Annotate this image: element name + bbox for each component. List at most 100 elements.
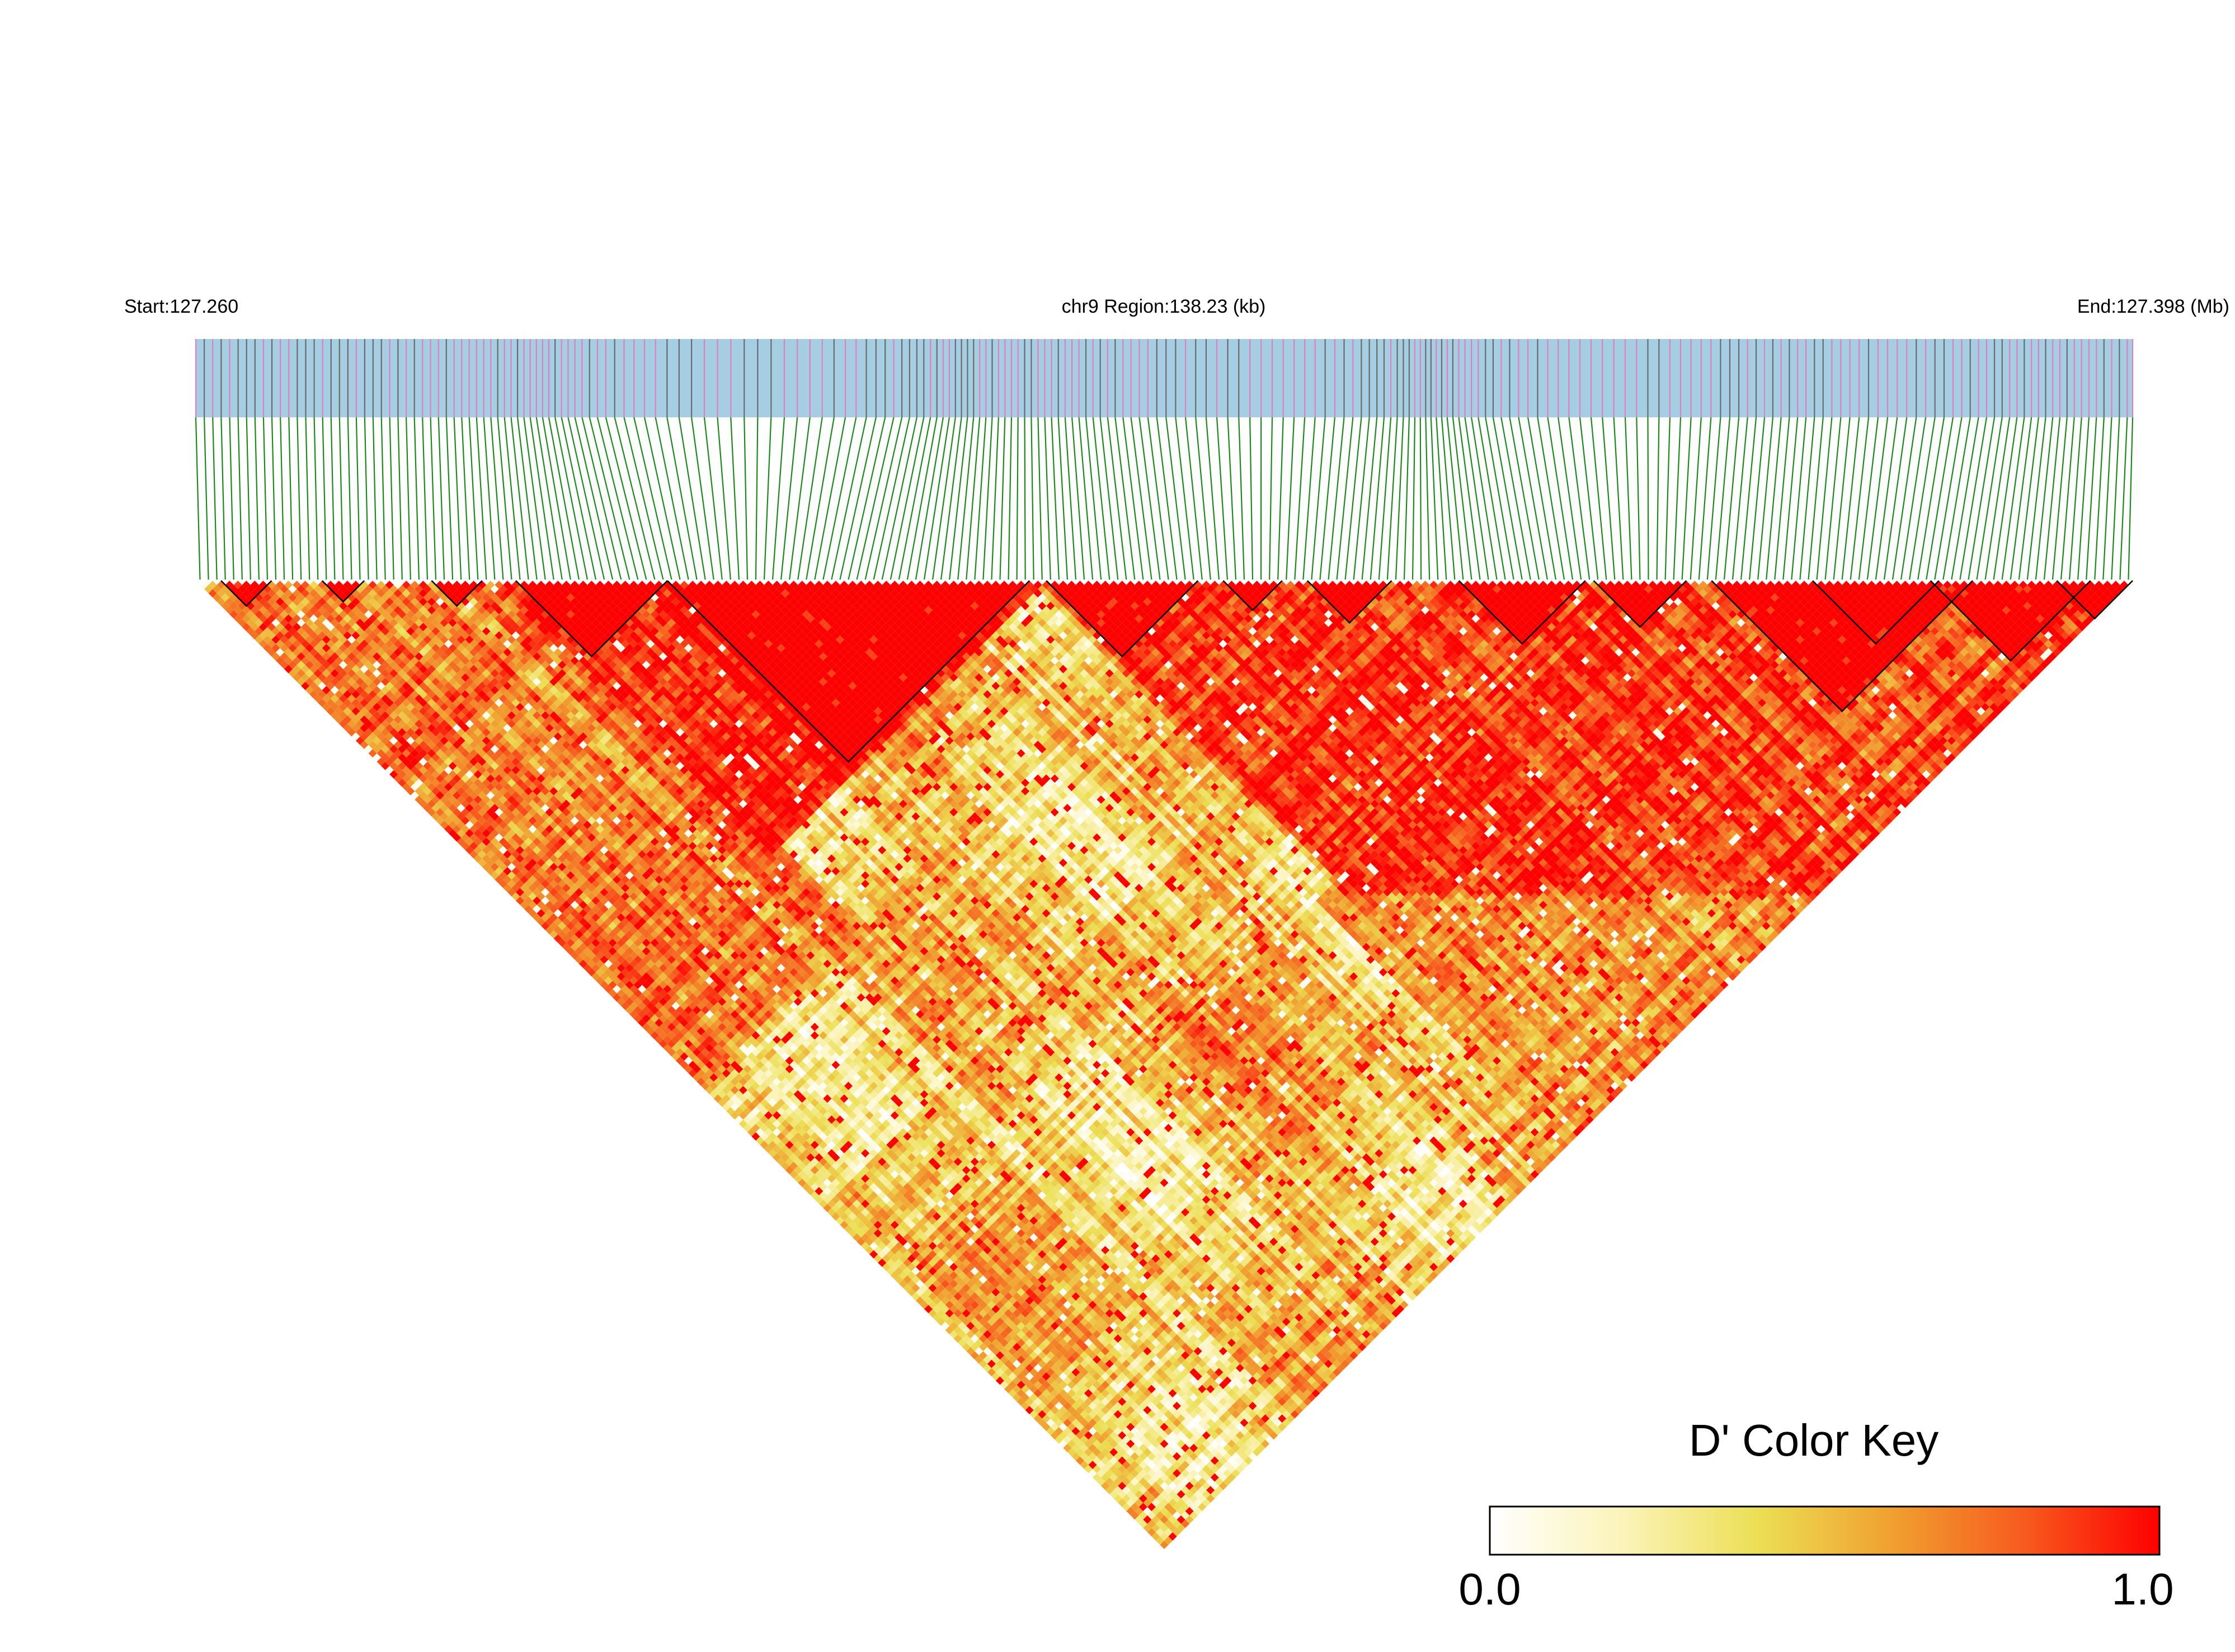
ld-cell	[1025, 1406, 1034, 1415]
snp-connector	[2102, 417, 2112, 580]
ld-cell	[486, 867, 495, 876]
snp-connector	[1370, 417, 1385, 580]
ld-cell	[258, 639, 267, 648]
snp-connector	[940, 417, 962, 580]
ld-cell	[393, 774, 402, 783]
ld-cell	[267, 648, 276, 657]
snp-connector	[554, 417, 589, 580]
ld-cell	[385, 766, 394, 775]
snp-connector	[535, 417, 563, 580]
snp-connector	[288, 417, 294, 580]
snp-connector	[1681, 417, 1692, 580]
ld-cell	[924, 1305, 933, 1314]
ld-cell	[1000, 1380, 1009, 1390]
snp-connector	[338, 417, 344, 580]
ld-cell	[928, 1309, 937, 1318]
ld-cell	[267, 639, 276, 648]
snp-connector	[483, 417, 496, 580]
snp-connector	[1008, 417, 1013, 580]
ld-cell	[213, 585, 222, 594]
snp-connector	[1130, 417, 1152, 580]
ld-cell	[217, 589, 225, 598]
ld-cell	[469, 850, 478, 859]
snp-connector	[1698, 417, 1712, 580]
snp-connector	[1336, 417, 1354, 580]
snp-connector	[1269, 417, 1273, 580]
snp-connector	[831, 417, 867, 580]
ld-cell	[406, 787, 415, 796]
snp-connector	[529, 417, 554, 580]
ld-cell	[373, 753, 382, 762]
snp-connector	[437, 417, 445, 580]
ld-cell	[831, 1212, 840, 1221]
ld-cell	[789, 1170, 798, 1179]
snp-connector	[1891, 417, 1917, 580]
ld-cell	[722, 1103, 731, 1112]
ld-cell	[933, 1313, 942, 1322]
ld-cell	[915, 1296, 925, 1305]
ld-cell	[827, 1208, 836, 1217]
snp-connector	[1016, 417, 1019, 580]
snp-position-bar	[196, 339, 2133, 417]
snp-connector	[1590, 417, 1607, 580]
snp-connector	[1808, 417, 1824, 580]
snp-connector	[881, 417, 917, 580]
snp-connector	[497, 417, 512, 580]
ld-cell	[667, 1048, 676, 1057]
ld-cell	[229, 601, 238, 610]
snp-connector	[2035, 417, 2054, 580]
snp-connector	[1064, 417, 1077, 580]
snp-connector-lines	[195, 417, 2134, 580]
snp-connector	[1799, 417, 1815, 580]
snp-connector	[1122, 417, 1144, 580]
snp-connector	[1114, 417, 1136, 580]
ld-cell	[537, 917, 545, 926]
snp-connector	[1656, 417, 1660, 580]
snp-connector	[717, 417, 731, 580]
snp-connector	[1579, 417, 1599, 580]
ld-cell	[204, 585, 213, 594]
ld-cell	[1084, 1465, 1093, 1474]
ld-cell	[415, 795, 424, 804]
snp-connector	[476, 417, 487, 580]
snp-connector	[1286, 417, 1295, 580]
snp-connector	[1436, 417, 1447, 580]
ld-cell	[427, 808, 436, 817]
snp-connector	[2001, 417, 2025, 580]
ld-cell	[1101, 1481, 1110, 1490]
ld-cell	[275, 656, 285, 665]
ld-cell	[566, 947, 575, 956]
ld-cell	[886, 1267, 895, 1276]
snp-connector	[1195, 417, 1211, 580]
snp-connector	[1909, 417, 1936, 580]
ld-cell	[490, 871, 499, 880]
ld-cell	[773, 1153, 782, 1162]
snp-connector	[806, 417, 835, 580]
snp-connector	[322, 417, 327, 580]
ld-cell	[970, 1351, 979, 1360]
snp-connector	[389, 417, 394, 580]
ld-cell	[878, 1258, 887, 1267]
snp-connector	[2010, 417, 2032, 580]
snp-connector	[966, 417, 981, 580]
snp-connector	[1403, 417, 1410, 580]
snp-connector	[2052, 417, 2068, 580]
snp-connector	[974, 417, 987, 580]
snp-connector	[856, 417, 895, 580]
snp-connector	[1875, 417, 1898, 580]
snp-connector	[1782, 417, 1799, 580]
snp-connector	[1942, 417, 1971, 580]
snp-connector	[931, 417, 956, 580]
snp-connector	[523, 417, 546, 580]
ld-cell	[1071, 1452, 1080, 1461]
snp-connector	[755, 417, 759, 580]
snp-connector	[1749, 417, 1766, 580]
ld-cell	[1038, 1418, 1047, 1427]
ld-cell	[1122, 1503, 1131, 1512]
snp-connector	[1425, 417, 1431, 580]
ld-cell	[815, 1195, 824, 1204]
snp-connector	[1085, 417, 1102, 580]
snp-connector	[567, 417, 605, 580]
snp-connector	[1824, 417, 1842, 580]
ld-cell	[760, 1140, 769, 1150]
